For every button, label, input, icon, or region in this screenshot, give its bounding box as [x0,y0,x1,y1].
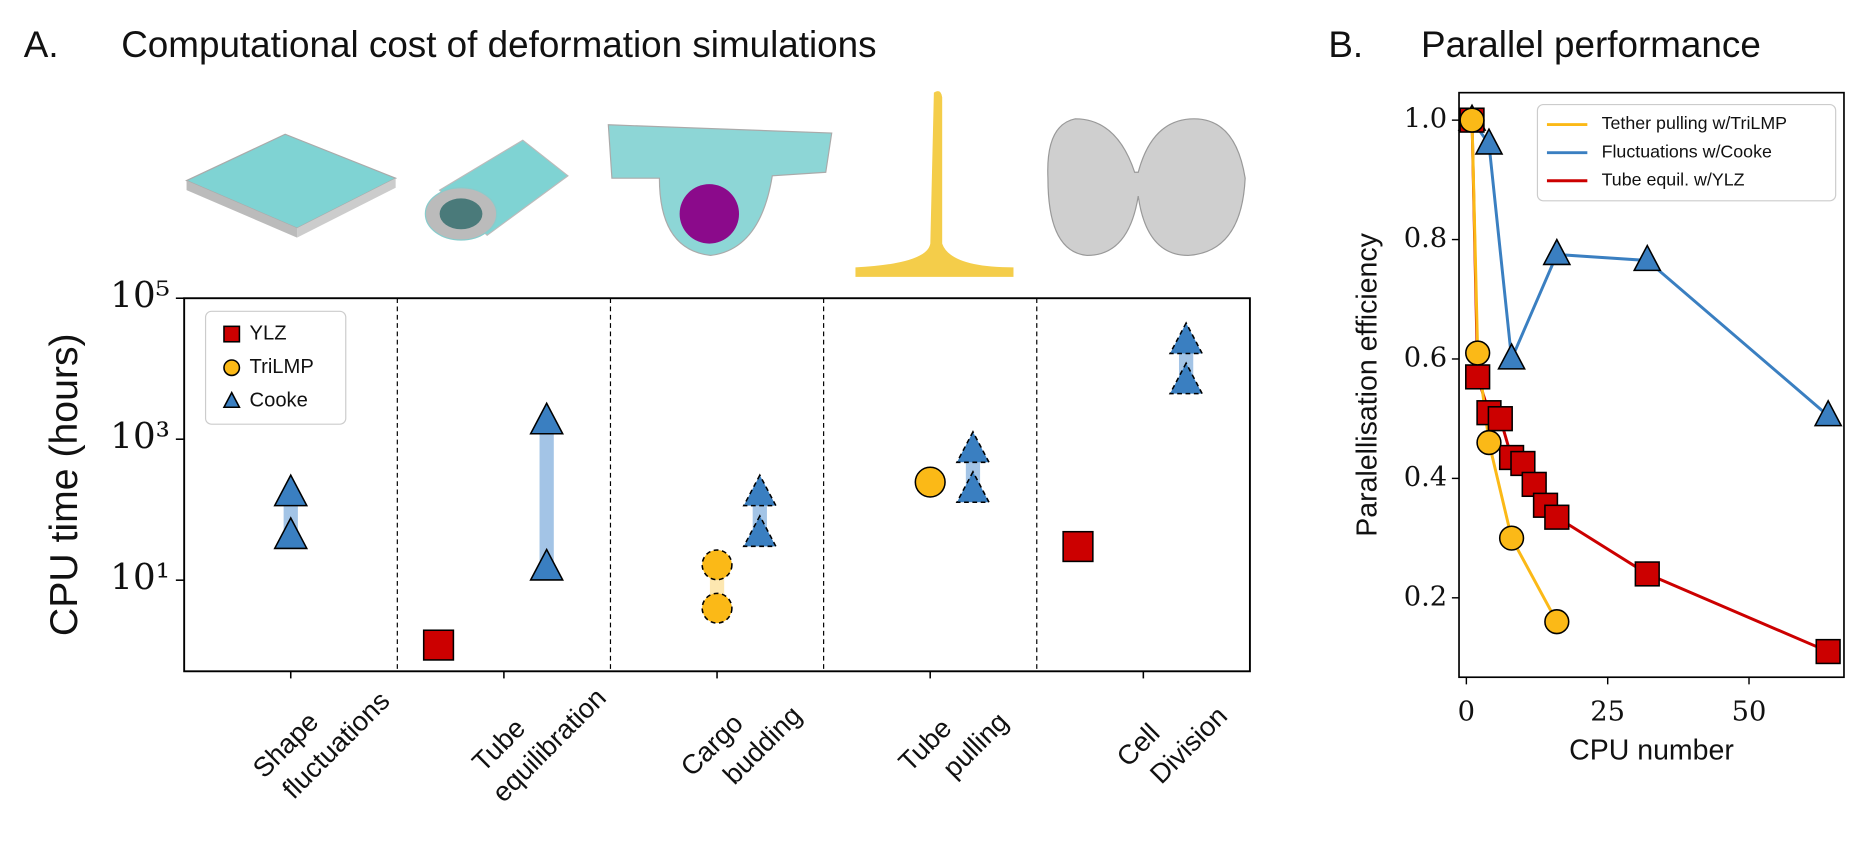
cargo [679,184,740,244]
chart-title: Parallel performance [1421,24,1761,65]
x-tick-label: 25 [1590,696,1625,727]
marker-circle [1498,525,1525,551]
marker-triangle [1168,361,1204,395]
legend-label: Cooke [250,390,308,412]
dividing-cell [1047,118,1246,257]
plot-frame [183,297,1251,673]
marker-triangle [955,470,991,504]
marker-triangle [742,473,778,507]
x-tick-label: 0 [1458,696,1475,727]
y-tick-label: 0.6 [1404,342,1447,373]
legend-box [1536,103,1837,202]
y-tick-label: 10⁵ [110,275,170,316]
legend-label: Tether pulling w/TriLMP [1602,113,1787,133]
legend-marker [222,390,241,409]
x-tick-label: pulling [936,706,1014,784]
tube-hole [439,198,483,230]
y-tick-label: 0.2 [1404,581,1447,612]
legend-marker [223,359,241,377]
y-axis-label: CPU time (hours) [43,333,86,636]
panel-letter: A. [24,24,59,65]
marker-square [1465,364,1491,390]
legend-box [204,310,347,425]
legend-label: Fluctuations w/Cooke [1602,141,1772,161]
marker-triangle [273,516,309,550]
y-axis-label: Paralellisation efficiency [1351,232,1383,536]
membrane-edge [297,178,396,238]
y-tick-label: 1.0 [1404,104,1447,135]
marker-square [1544,504,1570,530]
marker-triangle [529,547,564,581]
y-tick-label: 0.4 [1404,462,1447,493]
y-tick-label: 0.8 [1404,223,1447,254]
marker-triangle [1813,399,1843,427]
marker-square [1634,561,1660,587]
membrane-edge [186,180,298,238]
chart-title: Computational cost of deformation simula… [121,24,876,65]
marker-triangle [1474,127,1504,155]
legend-marker [223,325,241,343]
marker-triangle [273,473,309,507]
marker-circle [1459,107,1485,133]
range-bar [539,421,554,568]
legend-label: Tube equil. w/YLZ [1602,169,1745,189]
marker-square [1062,530,1094,563]
y-tick-label: 10³ [110,416,170,457]
marker-triangle [529,401,564,435]
marker-square [1815,638,1841,665]
membrane-sheet [185,133,398,229]
y-tick-label: 10¹ [110,557,170,598]
illustrations [185,91,1246,277]
tether [855,91,1014,277]
marker-triangle [1168,321,1204,355]
legend-label: TriLMP [250,356,314,378]
marker-circle [1476,429,1502,456]
marker-circle [701,549,733,581]
marker-triangle [955,430,991,464]
marker-triangle [1632,243,1662,272]
marker-circle [1544,609,1570,635]
marker-triangle [1542,237,1572,266]
marker-triangle [742,514,778,548]
legend-label: YLZ [250,322,287,344]
x-axis-label: CPU number [1569,735,1734,767]
x-tick-label: 50 [1732,696,1767,727]
marker-circle [1465,340,1491,366]
marker-square [1487,406,1513,432]
plot-frame [1458,91,1845,679]
marker-square [422,629,455,661]
marker-circle [914,466,946,498]
panel-letter: B. [1328,24,1363,65]
marker-circle [701,592,733,624]
marker-triangle [1497,342,1526,370]
